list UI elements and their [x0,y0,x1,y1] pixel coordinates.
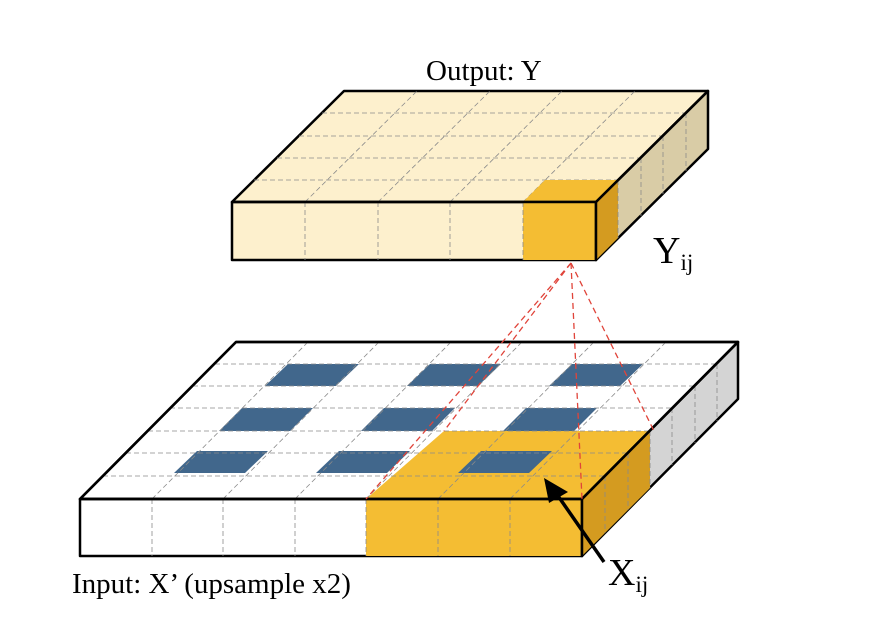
blue-cell [265,364,359,386]
blue-cell [458,451,552,473]
y-ij-subscript: ij [680,250,693,275]
blue-cell [549,364,643,386]
input-front-highlight-region [366,499,582,556]
y-ij-main: Y [653,230,680,272]
output-front-highlight-cell [523,202,596,260]
input-blue-cells [174,364,643,473]
input-side-highlight-region [582,431,650,556]
output-label: Output: Y [426,55,542,87]
input-side-grid [604,364,718,533]
x-ij-arrow [544,478,606,563]
output-block [230,89,710,262]
blue-cell [361,408,455,431]
y-ij-label: Yij [653,230,693,275]
input-front-grid [151,499,511,556]
x-ij-subscript: ij [635,572,648,597]
input-label: Input: X’ (upsample x2) [72,568,351,600]
blue-cell [407,364,501,386]
blue-cell [316,451,410,473]
blue-cell [174,451,268,473]
blue-cell [503,408,597,431]
output-front-grid [304,202,524,260]
input-top-grid [103,341,717,500]
output-side-grid [617,113,687,238]
blue-cell [219,408,313,431]
receptive-field-lines [365,262,655,500]
output-side-highlight-cell [596,180,618,260]
x-ij-label: Xij [608,552,648,597]
input-block [78,340,740,558]
x-ij-main: X [608,552,635,594]
arrow-head-icon [544,478,568,503]
output-top-highlight-cell [523,180,618,202]
